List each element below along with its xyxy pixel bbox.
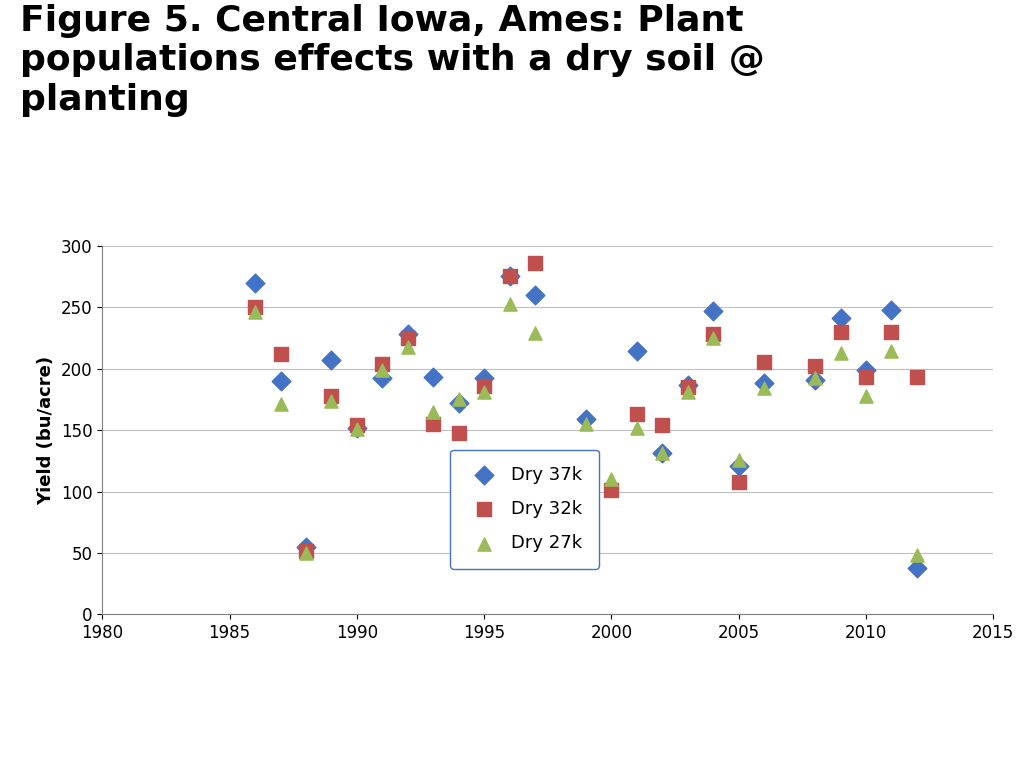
- Text: Figure 5. Central Iowa, Ames: Plant
populations effects with a dry soil @
planti: Figure 5. Central Iowa, Ames: Plant popu…: [20, 4, 765, 117]
- Dry 37k: [502, 270, 518, 283]
- Dry 32k: [527, 257, 544, 269]
- Dry 37k: [833, 312, 849, 324]
- Dry 27k: [884, 346, 900, 358]
- Dry 37k: [858, 364, 874, 376]
- Dry 37k: [680, 379, 696, 391]
- Dry 37k: [476, 372, 493, 385]
- Dry 32k: [298, 545, 314, 557]
- Dry 27k: [578, 418, 594, 430]
- Dry 27k: [272, 398, 289, 410]
- Dry 32k: [807, 360, 823, 372]
- Dry 37k: [527, 289, 544, 301]
- Dry 37k: [298, 541, 314, 553]
- Dry 27k: [756, 382, 772, 395]
- Dry 37k: [884, 303, 900, 316]
- Dry 37k: [629, 346, 645, 358]
- Dry 32k: [603, 484, 620, 496]
- Dry 37k: [451, 397, 467, 409]
- Legend: Dry 37k, Dry 32k, Dry 27k: Dry 37k, Dry 32k, Dry 27k: [450, 449, 599, 568]
- Dry 37k: [425, 371, 441, 383]
- Dry 32k: [399, 332, 416, 344]
- Dry 32k: [884, 326, 900, 338]
- Dry 32k: [858, 371, 874, 383]
- Dry 27k: [451, 393, 467, 406]
- Dry 37k: [578, 413, 594, 425]
- Dry 27k: [298, 547, 314, 559]
- Dry 37k: [324, 354, 340, 366]
- Dry 27k: [502, 297, 518, 310]
- Dry 32k: [272, 348, 289, 360]
- Dry 32k: [374, 358, 390, 370]
- Dry 27k: [730, 453, 746, 465]
- Dry 32k: [730, 475, 746, 488]
- Y-axis label: Yield (bu/acre): Yield (bu/acre): [38, 356, 55, 505]
- Dry 27k: [833, 346, 849, 359]
- Dry 32k: [629, 408, 645, 420]
- Dry 32k: [247, 301, 263, 313]
- Dry 37k: [374, 372, 390, 385]
- Dry 32k: [502, 270, 518, 283]
- Dry 32k: [349, 419, 366, 432]
- Dry 27k: [629, 422, 645, 434]
- Dry 32k: [908, 371, 925, 383]
- Dry 27k: [858, 389, 874, 402]
- Dry 32k: [451, 426, 467, 439]
- Dry 32k: [578, 485, 594, 498]
- Text: Extension and Outreach: Extension and Outreach: [23, 732, 226, 749]
- Dry 27k: [706, 332, 722, 344]
- Dry 37k: [807, 373, 823, 386]
- Dry 32k: [756, 356, 772, 369]
- Dry 37k: [654, 447, 671, 459]
- Dry 32k: [680, 381, 696, 393]
- Dry 27k: [374, 364, 390, 376]
- Dry 27k: [425, 406, 441, 418]
- Text: Iowa State University: Iowa State University: [23, 687, 312, 713]
- Dry 32k: [425, 418, 441, 430]
- Dry 27k: [349, 422, 366, 435]
- Dry 27k: [680, 386, 696, 398]
- Dry 27k: [247, 306, 263, 318]
- Dry 32k: [833, 326, 849, 338]
- Dry 27k: [908, 549, 925, 561]
- Dry 37k: [756, 377, 772, 389]
- Dry 37k: [908, 561, 925, 574]
- Dry 37k: [730, 459, 746, 472]
- Dry 37k: [247, 276, 263, 289]
- Dry 27k: [476, 386, 493, 398]
- Dry 37k: [399, 328, 416, 340]
- Dry 37k: [706, 305, 722, 317]
- Dry 32k: [706, 328, 722, 340]
- Dry 27k: [399, 340, 416, 353]
- Dry 27k: [527, 327, 544, 339]
- Dry 27k: [324, 395, 340, 407]
- Dry 27k: [603, 473, 620, 485]
- Dry 32k: [476, 379, 493, 392]
- Dry 37k: [272, 375, 289, 387]
- Dry 27k: [654, 447, 671, 459]
- Dry 37k: [349, 422, 366, 434]
- Dry 32k: [654, 419, 671, 432]
- Dry 32k: [324, 389, 340, 402]
- Dry 27k: [807, 372, 823, 385]
